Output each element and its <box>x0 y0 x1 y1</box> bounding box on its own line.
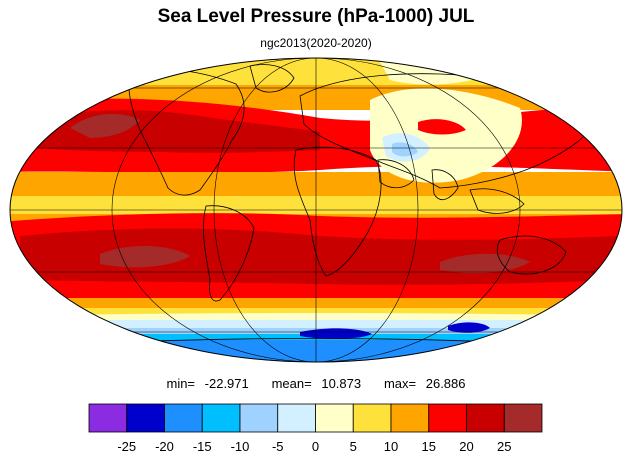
stats-line: min= -22.971 mean= 10.873 max= 26.886 <box>0 376 632 391</box>
colorbar-tick-label: -15 <box>193 439 212 454</box>
colorbar-tick-label: 20 <box>459 439 473 454</box>
colorbar-tick-label: 15 <box>422 439 436 454</box>
colorbar-box <box>126 403 165 433</box>
colorbar-tick-label: -20 <box>155 439 174 454</box>
coast-australia <box>496 235 567 275</box>
colorbar-tick-label: 25 <box>497 439 511 454</box>
antarctic-low-west <box>300 328 372 339</box>
coast-south-america <box>203 205 255 302</box>
colorbar-box <box>428 403 467 433</box>
antarctic-low-east <box>448 322 490 333</box>
stat-max: max= 26.886 <box>383 376 466 391</box>
colorbar-box <box>277 403 316 433</box>
colorbar-box <box>201 403 241 433</box>
map-subtitle: ngc2013(2020-2020) <box>260 36 372 50</box>
colorbar-box <box>88 403 128 433</box>
meridian-120 <box>111 58 521 362</box>
colorbar-tick-label: -5 <box>272 439 284 454</box>
stat-mean: mean= 10.873 <box>271 376 362 391</box>
coast-africa <box>293 146 382 277</box>
stat-min: min= -22.971 <box>166 376 249 391</box>
asian-low-inner <box>392 142 418 157</box>
coast-north-america <box>128 68 245 196</box>
colorbar-tick-label: -10 <box>231 439 250 454</box>
colorbar-tick-label: -25 <box>117 439 136 454</box>
coast-europe-asia <box>299 73 601 189</box>
colorbar-tick-label: 10 <box>384 439 398 454</box>
colorbar-box <box>503 403 543 433</box>
colorbar-box <box>315 403 354 433</box>
north-pacific-high <box>70 113 140 138</box>
map-title: Sea Level Pressure (hPa-1000) JUL <box>157 6 475 27</box>
coast-arabia <box>377 159 415 189</box>
colorbar-box <box>164 403 203 433</box>
colorbar-boxes <box>88 403 543 433</box>
colorbar-tick-label: 5 <box>350 439 357 454</box>
globe-outline <box>9 57 623 363</box>
south-pacific-high <box>100 245 190 268</box>
colorbar-box <box>352 403 392 433</box>
colorbar-ticks: -25 -20 -15 -10 -5 0 5 10 15 20 25 <box>117 439 511 454</box>
south-indian-high <box>440 253 530 274</box>
colorbar-box <box>239 403 279 433</box>
meridian-60 <box>213 58 419 362</box>
colorbar-box <box>466 403 505 433</box>
colorbar-box <box>390 403 430 433</box>
colorbar-tick-label: 0 <box>312 439 319 454</box>
coast-southeast-asia <box>469 188 525 214</box>
tibet-high <box>418 119 466 135</box>
coast-greenland <box>249 64 295 93</box>
coast-india <box>431 169 459 201</box>
